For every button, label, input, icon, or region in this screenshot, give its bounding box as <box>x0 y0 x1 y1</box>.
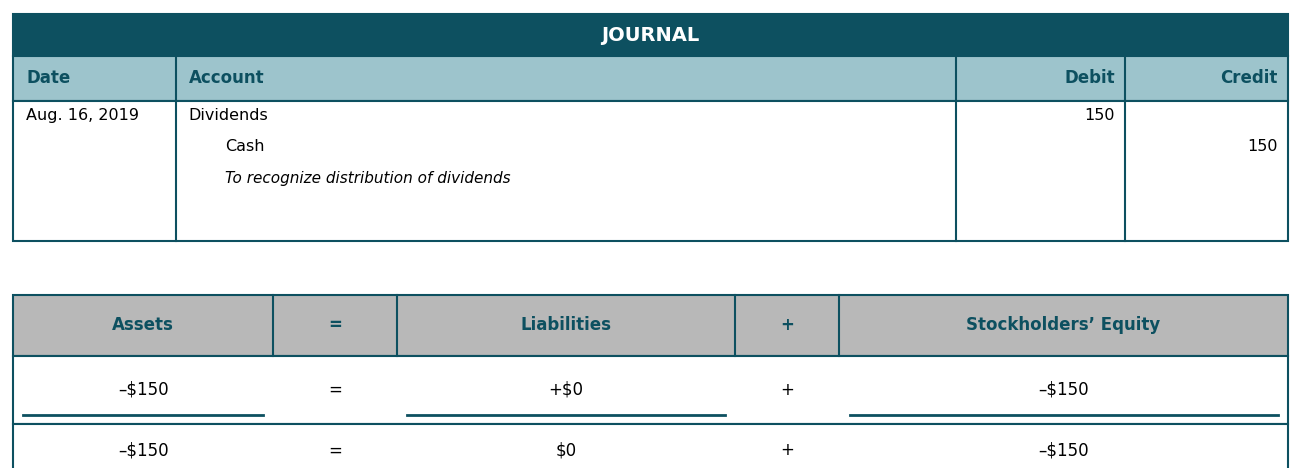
Text: Account: Account <box>189 69 264 88</box>
Text: –$150: –$150 <box>1038 380 1089 399</box>
Text: –$150: –$150 <box>118 441 168 460</box>
Text: 150: 150 <box>1085 108 1115 123</box>
Bar <box>13 424 1288 468</box>
Bar <box>13 101 1288 241</box>
Text: +: + <box>781 441 794 460</box>
Bar <box>13 356 1288 424</box>
Text: Liabilities: Liabilities <box>520 316 611 334</box>
Bar <box>13 14 1288 56</box>
Bar <box>13 56 1288 101</box>
Text: Date: Date <box>26 69 70 88</box>
Text: =: = <box>328 316 342 334</box>
Text: +$0: +$0 <box>549 380 583 399</box>
Text: –$150: –$150 <box>118 380 168 399</box>
Text: =: = <box>328 380 342 399</box>
Text: JOURNAL: JOURNAL <box>601 26 700 44</box>
Text: 150: 150 <box>1248 139 1278 154</box>
Text: Debit: Debit <box>1064 69 1115 88</box>
Text: Dividends: Dividends <box>189 108 268 123</box>
Text: Cash: Cash <box>225 139 264 154</box>
Text: To recognize distribution of dividends: To recognize distribution of dividends <box>225 171 511 186</box>
Text: Stockholders’ Equity: Stockholders’ Equity <box>967 316 1160 334</box>
Text: Assets: Assets <box>112 316 174 334</box>
Text: Aug. 16, 2019: Aug. 16, 2019 <box>26 108 139 123</box>
Text: $0: $0 <box>556 441 576 460</box>
Text: Credit: Credit <box>1220 69 1278 88</box>
Text: –$150: –$150 <box>1038 441 1089 460</box>
Bar <box>13 295 1288 356</box>
Text: =: = <box>328 441 342 460</box>
Text: +: + <box>781 316 794 334</box>
Text: +: + <box>781 380 794 399</box>
